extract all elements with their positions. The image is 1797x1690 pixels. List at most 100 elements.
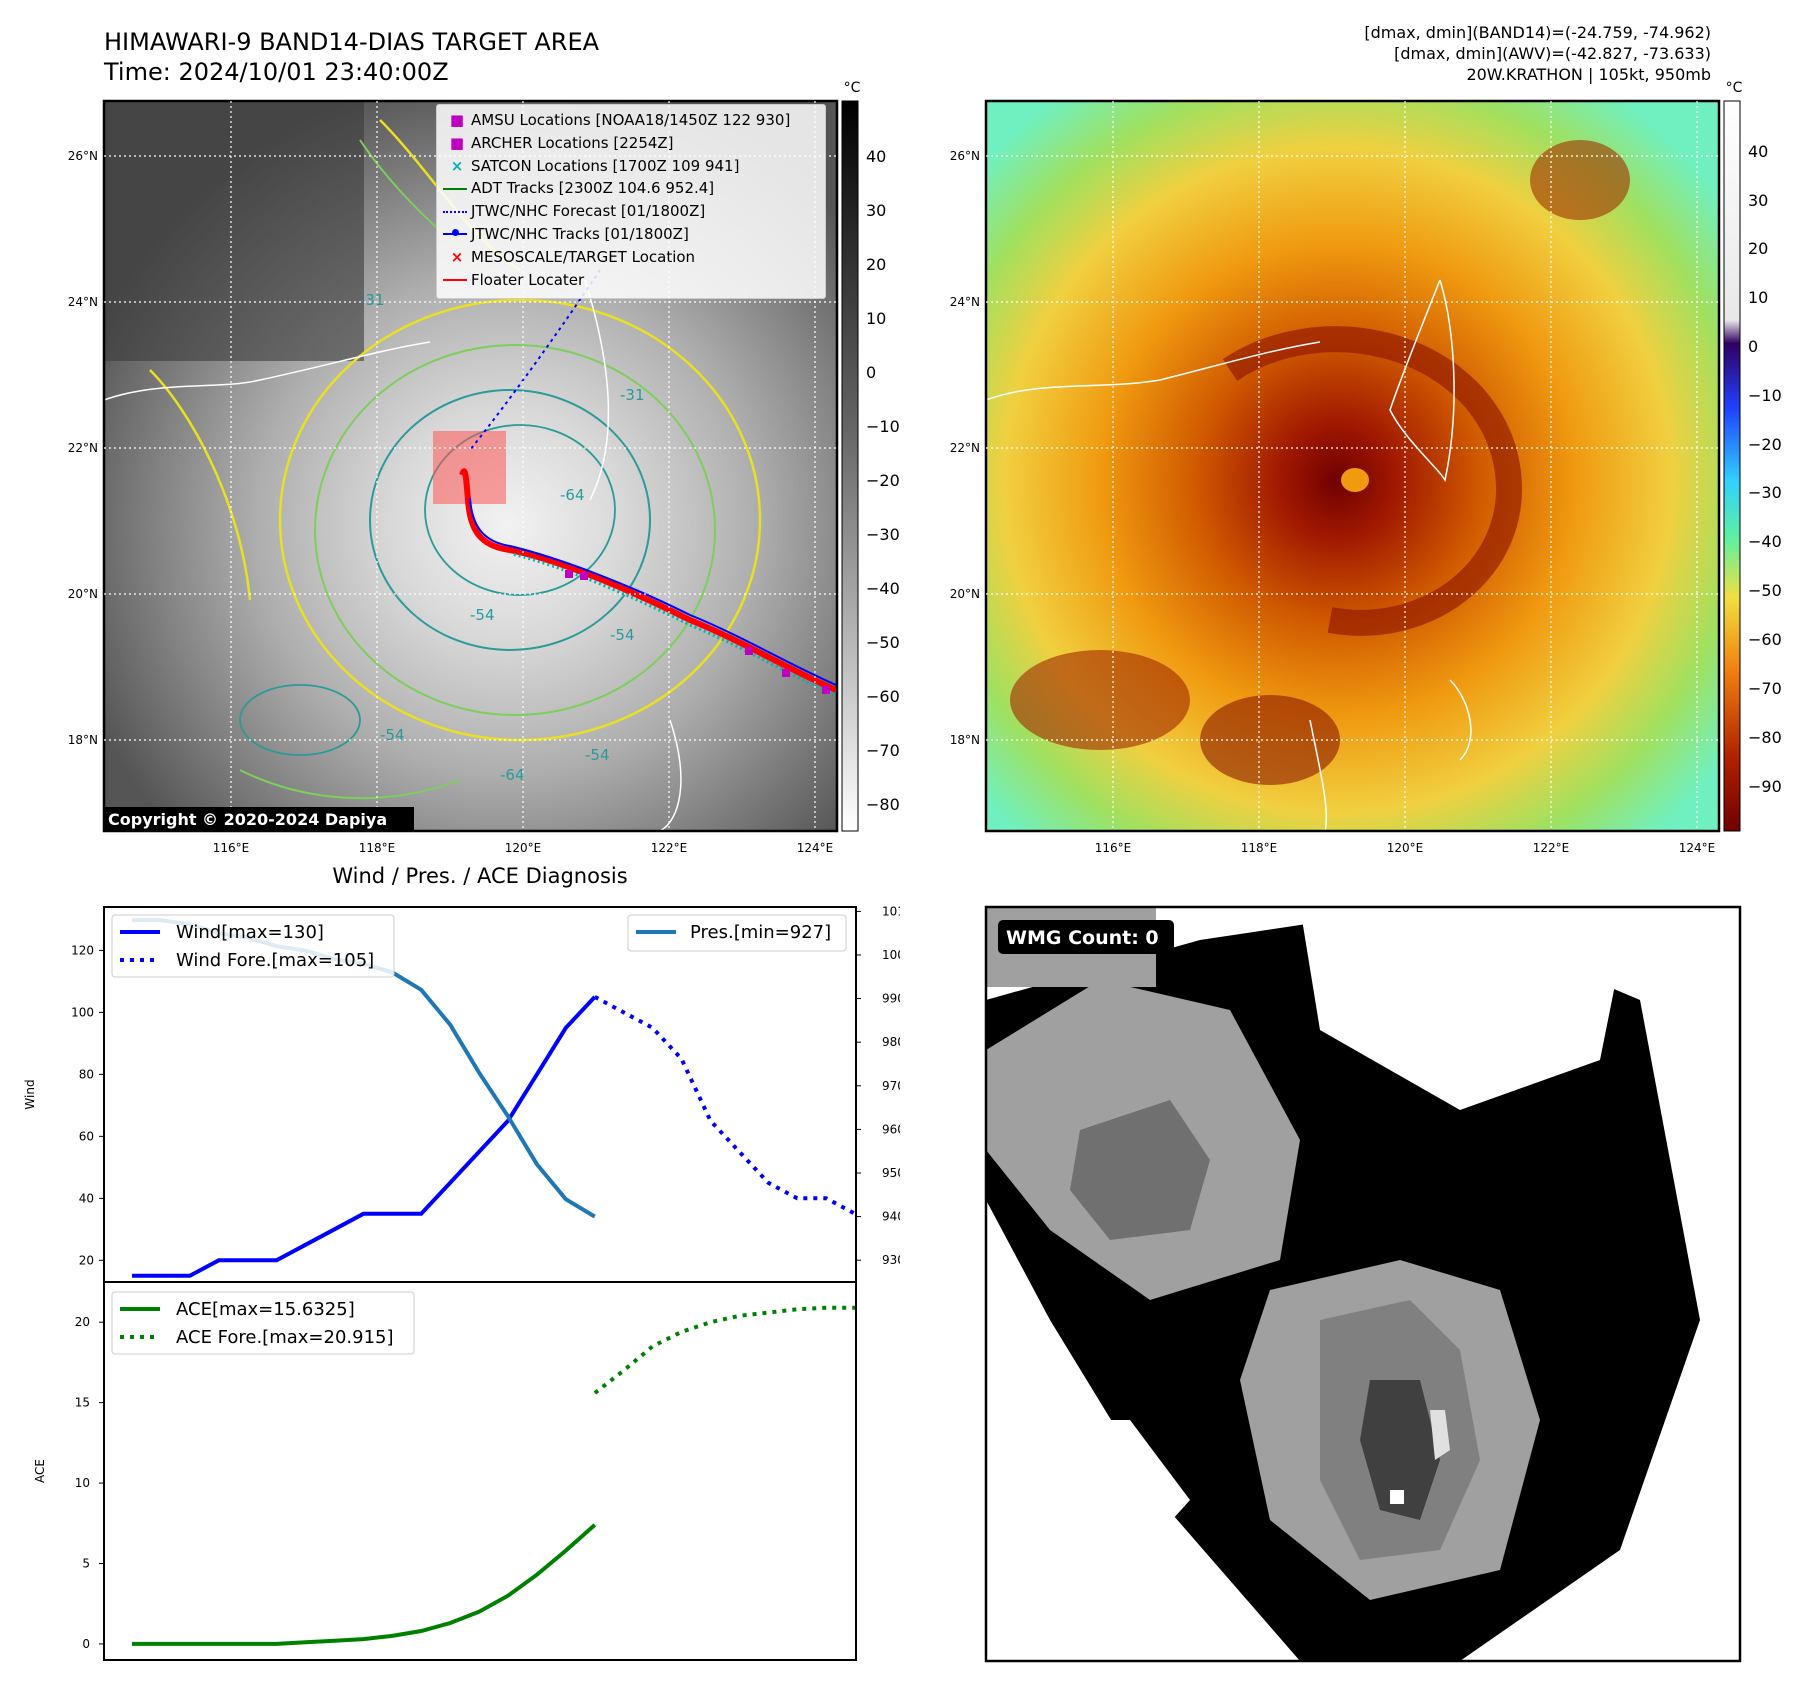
y-tick-label: 24°N [68,295,98,309]
y-tick-label: 22°N [950,441,980,455]
series-line-wind-fore- [593,995,857,1216]
pressure-y-tick-label: 930 [882,1253,900,1267]
y-tick-label: 18°N [68,733,98,747]
y-tick-label: 22°N [68,441,98,455]
legend-entry-jtwc-tracks: JTWC/NHC Tracks [01/1800Z] [443,223,819,246]
legend-entry-mesoscale: × MESOSCALE/TARGET Location [443,246,819,269]
svg-text:−30: −30 [1748,483,1782,502]
square-marker-icon: ■ [449,111,465,129]
svg-text:20: 20 [866,255,886,274]
dotted-line-icon [443,210,471,213]
svg-text:10: 10 [1748,288,1768,307]
x-tick-label: 122°E [651,841,688,855]
x-tick-label: 120°E [1387,841,1424,855]
x-tick-label: 116°E [1095,841,1132,855]
diagnosis-chart: 1201008060402010101000990980970960950940… [23,904,900,1661]
series-line-ace [132,1523,597,1646]
svg-text:30: 30 [866,201,886,220]
pressure-y-tick-label: 990 [882,992,900,1006]
x-tick-label: 120°E [505,841,542,855]
svg-text:−80: −80 [866,795,900,814]
x-tick-label: 118°E [359,841,396,855]
svg-text:−10: −10 [1748,386,1782,405]
right-map-panel: 116°E 118°E 120°E 122°E 124°E 26°N 24°N … [950,80,1782,855]
contour-label: -54 [380,726,405,744]
dot-line-icon [443,229,471,237]
x-tick-label: 118°E [1241,841,1278,855]
svg-text:20: 20 [1748,239,1768,258]
legend-wind-forecast-label: Wind Fore.[max=105] [176,950,374,971]
contour-label: -54 [610,626,635,644]
y-tick-label: 26°N [68,149,98,163]
right-colorbar [1723,100,1741,832]
svg-text:−50: −50 [1748,581,1782,600]
stats-block: [dmax, dmin](BAND14)=(-24.759, -74.962) … [1364,22,1711,85]
svg-text:−60: −60 [866,687,900,706]
svg-text:−30: −30 [866,525,900,544]
legend-entry-satcon: × SATCON Locations [1700Z 109 941] [443,155,819,178]
contour-label: -31 [620,386,645,404]
storm-info: 20W.KRATHON | 105kt, 950mb [1466,65,1711,84]
wind-axis-label: Wind [23,1079,37,1109]
svg-text:−90: −90 [1748,777,1782,796]
contour-label: -64 [560,486,585,504]
svg-text:−20: −20 [866,471,900,490]
svg-text:−40: −40 [1748,532,1782,551]
pressure-y-tick-label: 970 [882,1079,900,1093]
wind-y-tick-label: 120 [71,943,94,957]
wind-y-tick-label: 80 [79,1067,94,1081]
legend-ace-forecast-label: ACE Fore.[max=20.915] [176,1327,394,1348]
square-marker-icon: ■ [449,133,465,152]
ace-legend-box [111,1291,415,1355]
wmg-panel: WMG Count: 0 [984,905,1742,1663]
legend-wind-label: Wind[max=130] [176,922,324,943]
ace-y-tick-label: 5 [82,1556,90,1570]
svg-text:−50: −50 [866,633,900,652]
x-tick-label: 124°E [1679,841,1716,855]
pressure-legend-box [627,914,847,952]
pressure-y-tick-label: 980 [882,1035,900,1049]
pressure-y-tick-label: 950 [882,1166,900,1180]
map-legend: ■ AMSU Locations [NOAA18/1450Z 122 930] ■… [436,104,826,299]
ace-y-tick-label: 15 [75,1396,90,1410]
x-marker-icon: × [450,156,464,175]
wmg-count-label: WMG Count: 0 [1006,927,1159,949]
left-colorbar [841,100,859,832]
svg-text:−40: −40 [866,579,900,598]
solid-line-icon [443,187,471,190]
svg-text:−20: −20 [1748,435,1782,454]
svg-text:30: 30 [1748,191,1768,210]
right-map-gridlines [986,101,1719,831]
series-line-wind [132,995,597,1278]
legend-entry-adt: ADT Tracks [2300Z 104.6 952.4] [443,177,819,200]
y-tick-label: 20°N [68,587,98,601]
pressure-y-tick-label: 1000 [882,948,900,962]
diagnosis-title: Wind / Pres. / ACE Diagnosis [332,864,628,888]
stats-awv: [dmax, dmin](AWV)=(-42.827, -73.633) [1394,44,1711,63]
right-colorbar-ticks: 40 30 20 10 0 −10 −20 −30 −40 −50 −60 −7… [1748,142,1782,796]
contour-label: -31 [360,291,385,309]
legend-entry-jtwc-forecast: JTWC/NHC Forecast [01/1800Z] [443,200,819,223]
svg-text:−70: −70 [1748,679,1782,698]
svg-text:40: 40 [866,147,886,166]
x-tick-label: 122°E [1533,841,1570,855]
y-tick-label: 24°N [950,295,980,309]
legend-entry-amsu: ■ AMSU Locations [NOAA18/1450Z 122 930] [443,109,819,132]
contour-label: -64 [500,766,525,784]
ace-y-tick-label: 0 [82,1637,90,1651]
legend-entry-floater: Floater Locater [443,269,819,292]
y-tick-label: 26°N [950,149,980,163]
wind-y-tick-label: 100 [71,1005,94,1019]
legend-entry-archer: ■ ARCHER Locations [2254Z] [443,132,819,155]
right-colorbar-unit: °C [1726,80,1743,96]
ace-axis-label: ACE [33,1459,47,1483]
x-marker-icon: × [450,247,464,266]
svg-text:0: 0 [1748,337,1758,356]
svg-text:40: 40 [1748,142,1768,161]
main-title: HIMAWARI-9 BAND14-DIAS TARGET AREA [104,28,600,56]
solid-line-icon [443,279,471,282]
pressure-y-tick-label: 960 [882,1122,900,1136]
contour-label: -54 [585,746,610,764]
wind-y-tick-label: 20 [79,1253,94,1267]
